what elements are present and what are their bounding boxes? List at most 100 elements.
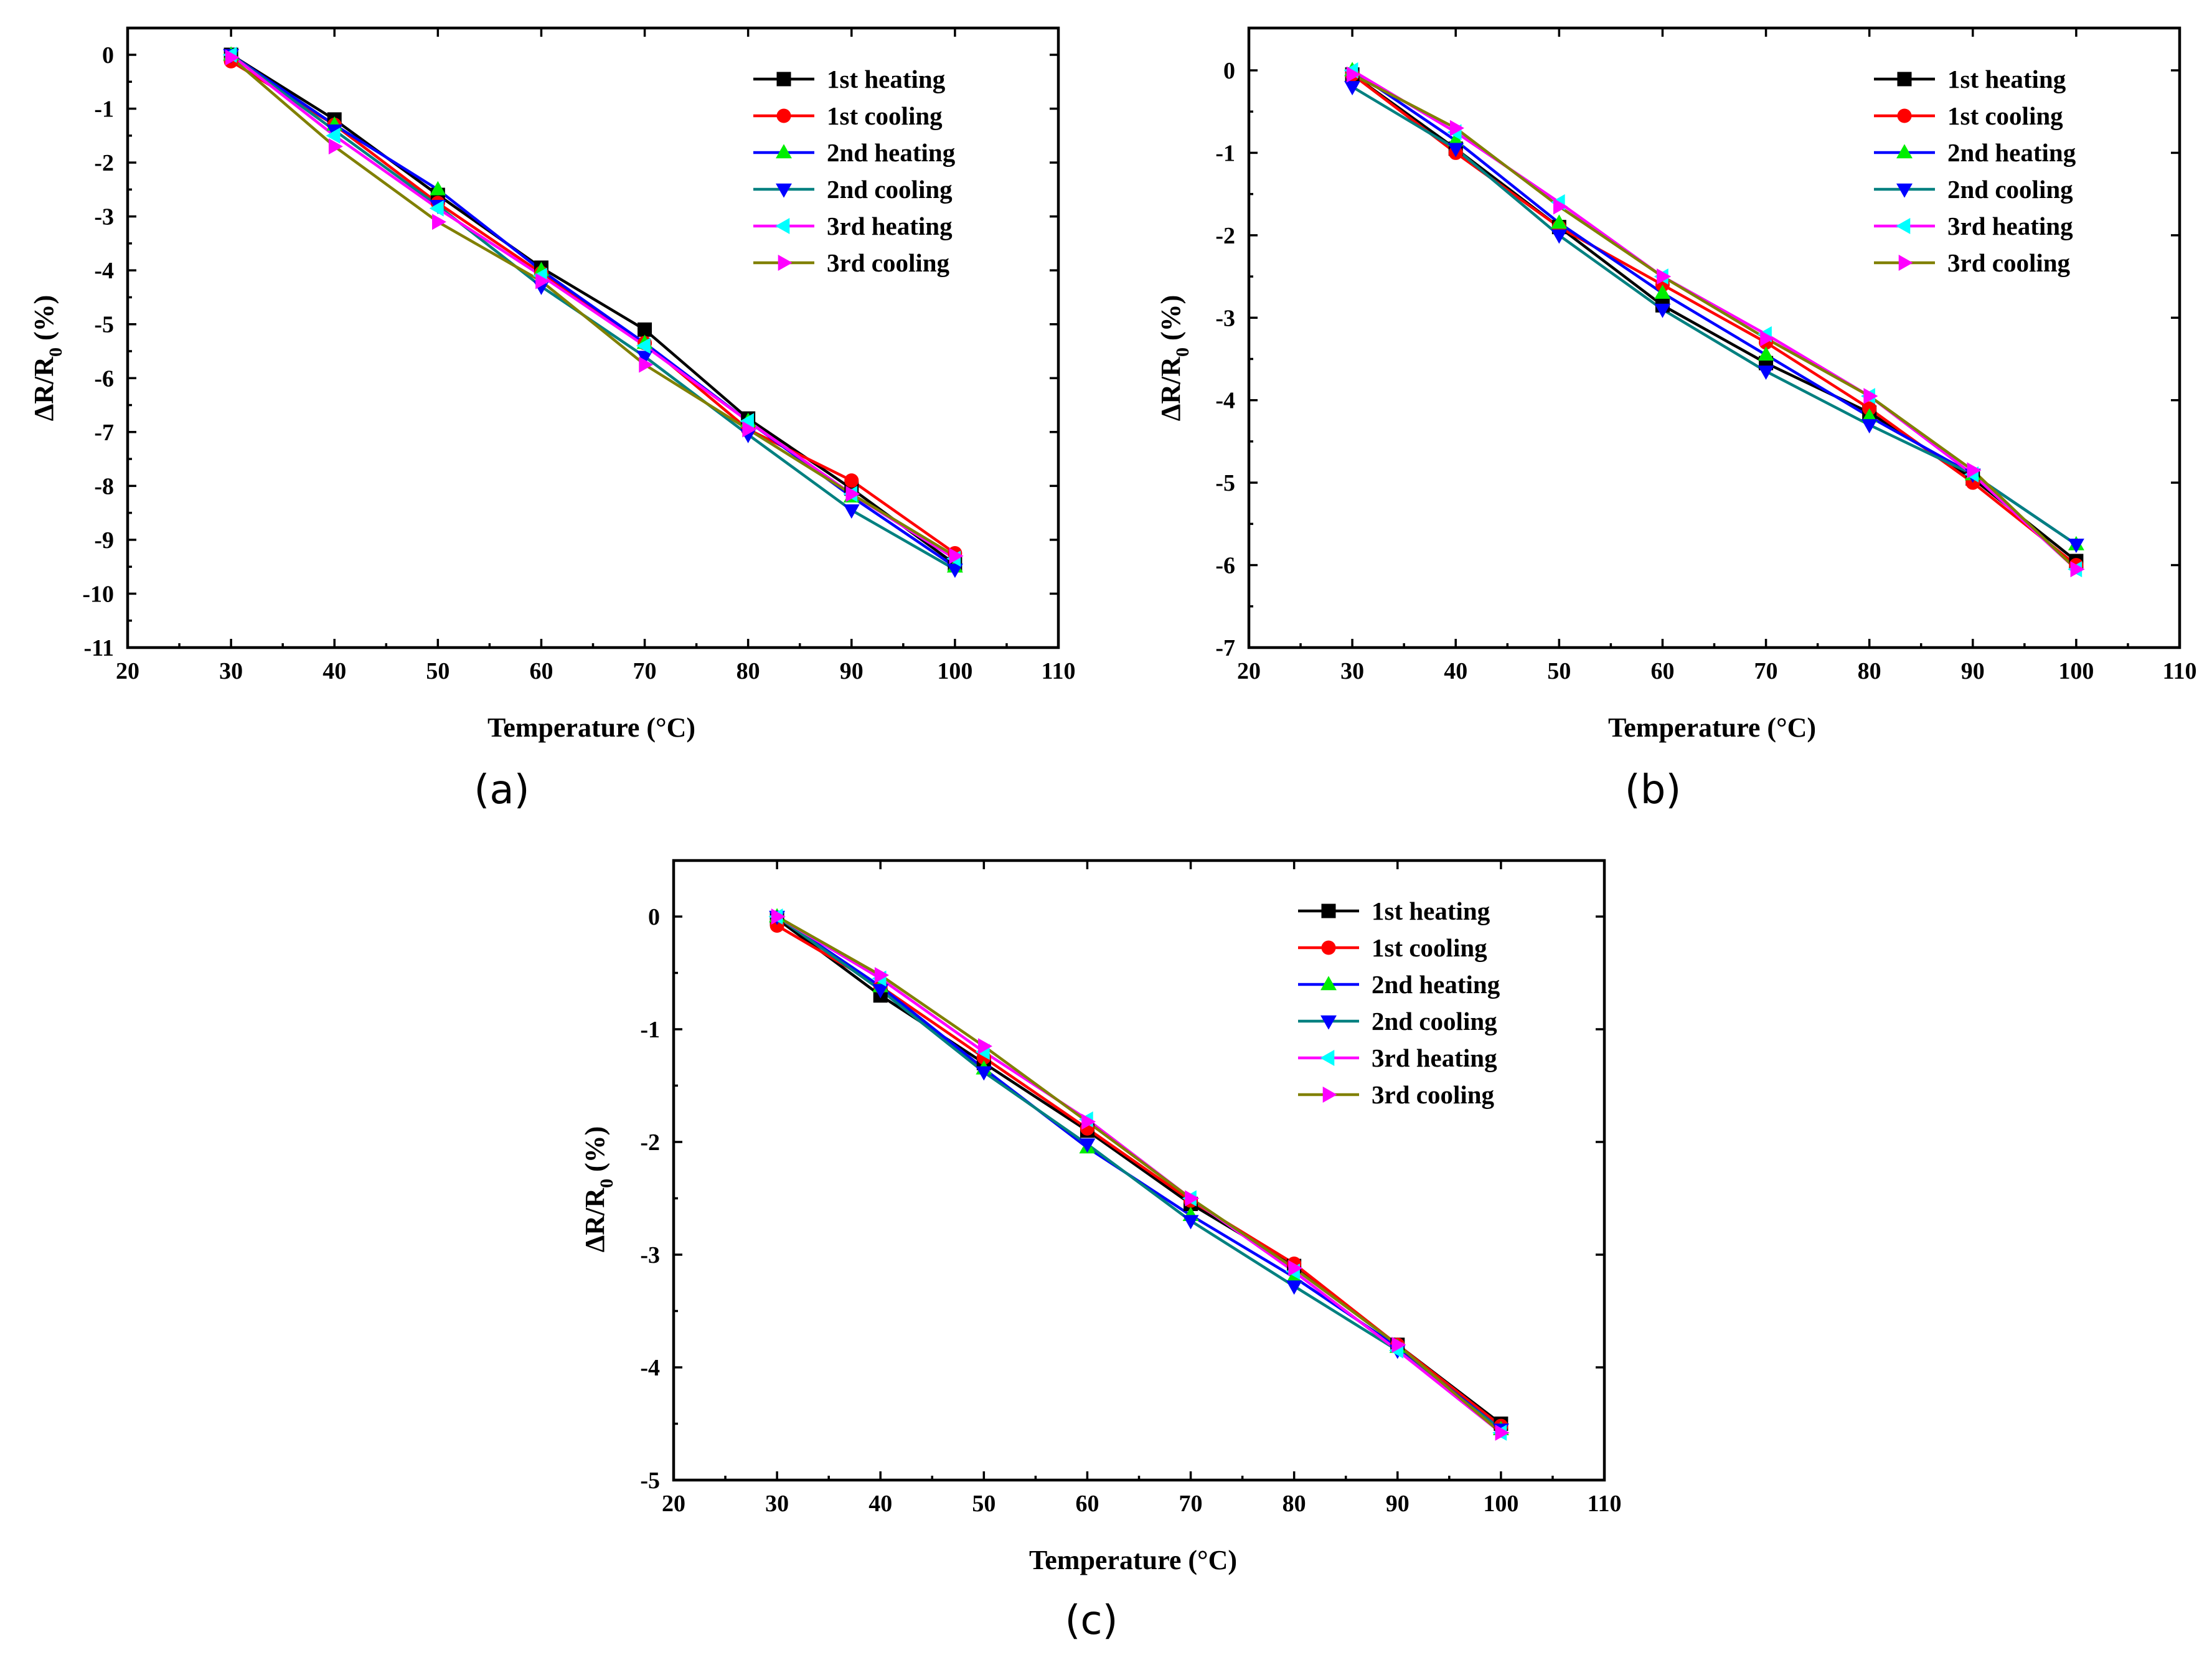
panel-3-series-4-point	[1286, 1280, 1302, 1295]
panel-2-series-6-point	[1553, 198, 1568, 215]
panel-2-y-tick-label: -3	[1215, 305, 1235, 331]
panel-1-series-5-point	[429, 200, 444, 217]
panel-3-x-tick-label: 50	[972, 1491, 995, 1517]
panel-1-y-tick-label: -4	[94, 258, 114, 284]
panel-1-legend-label-1: 1st heating	[827, 65, 946, 93]
panel-1-x-tick-label: 100	[937, 658, 972, 684]
panel-2-series-4-point	[1344, 81, 1361, 96]
panel-1-legend-marker-4	[776, 183, 792, 198]
panel-2-series-group	[1344, 62, 2085, 578]
panel-2-legend-label-5: 3rd heating	[1947, 212, 2073, 240]
panel-1-series-3-point	[430, 181, 446, 196]
panel-2-series-4-point	[1861, 419, 1878, 434]
panel-1: 20 30 40 50 60 70 80 90 100 110 0 -1 -2 -3 -4 -5 -6 -7 -8 -…	[29, 26, 1075, 813]
panel-3-series-6-point	[1288, 1260, 1303, 1276]
panel-1-series-5-point	[326, 127, 341, 144]
panel-2-series-4-point	[2068, 539, 2084, 554]
panel-3-series-6-point	[1391, 1336, 1406, 1353]
panel-1-y-tick-label: -1	[94, 97, 114, 123]
panel-1-y-axis-title: ΔR/R0 (%)	[29, 295, 66, 422]
panel-1-x-tick-label: 20	[116, 658, 139, 684]
panel-2-series-4-point	[1758, 366, 1774, 380]
panel-3-x-tick-label: 100	[1483, 1491, 1518, 1517]
panel-3-y-tick-label: -4	[640, 1355, 660, 1381]
panel-1-series-line-1	[230, 54, 956, 565]
panel-1-series-5-point	[636, 337, 651, 354]
panel-3-legend-marker-1	[1321, 903, 1336, 918]
panel-1-frame	[126, 26, 1060, 649]
panel-1-panel-label: (a)	[474, 767, 529, 813]
panel-1-series-6-point	[328, 138, 343, 155]
panel-2-x-tick-label: 50	[1547, 658, 1571, 684]
panel-2-legend-label-3: 2nd heating	[1947, 138, 2076, 167]
panel-3-legend-label-5: 3rd heating	[1372, 1044, 1497, 1072]
panel-1-series-6-point	[742, 421, 757, 438]
panel-3-x-tick-label: 20	[662, 1491, 685, 1517]
panel-1-series-4-point	[843, 504, 860, 519]
panel-2-y-axis-title: ΔR/R0 (%)	[1155, 295, 1193, 422]
panel-3-series-6-point	[978, 1038, 992, 1055]
panel-2-x-axis-title: Temperature (°C)	[1608, 712, 1816, 743]
panel-3-legend-marker-6	[1322, 1087, 1337, 1103]
panel-2-series-line-5	[1351, 69, 2078, 570]
panel-1-legend-label-4: 2nd cooling	[827, 175, 953, 204]
panel-2-series-line-2	[1351, 73, 2078, 567]
panel-3-x-tick-label: 80	[1282, 1491, 1306, 1517]
panel-1-x-tick-label: 70	[633, 658, 657, 684]
panel-1-series-6-point	[845, 486, 860, 502]
panel-2-series-3-point	[1551, 214, 1568, 229]
panel-2-panel-label: (b)	[1625, 767, 1682, 813]
panel-3-legend-label-1: 1st heating	[1372, 897, 1490, 925]
panel-1-x-tick-label: 50	[426, 658, 449, 684]
panel-2-legend-label-6: 3rd cooling	[1947, 248, 2071, 277]
panel-2-plot-area	[1249, 28, 2180, 648]
panel-3-series-4-point	[1182, 1215, 1199, 1230]
panel-2-y-axis-title-unit: (%)	[1155, 295, 1186, 347]
panel-2-legend-label-1: 1st heating	[1947, 65, 2066, 93]
panel-1-y-tick-label: 0	[102, 42, 114, 68]
panel-2-legend-marker-3	[1896, 144, 1913, 159]
panel-1-y-tick-label: -3	[94, 204, 114, 230]
panel-2-series-6-point	[1449, 120, 1464, 136]
panel-2-legend-label-2: 1st cooling	[1947, 101, 2063, 130]
panel-3-plot-area	[674, 861, 1604, 1480]
panel-3-legend-marker-3	[1320, 976, 1337, 991]
panel-1-series-6-point	[949, 547, 964, 564]
panel-1-legend: 1st heating 1st cooling 2nd heating 2nd coo…	[753, 65, 956, 277]
panel-1-series-6-point	[432, 214, 447, 230]
panel-1-x-tick-label: 80	[737, 658, 760, 684]
panel-2-series-6-point	[1967, 462, 1982, 479]
panel-1-x-axis-title: Temperature (°C)	[487, 712, 695, 743]
panel-2-y-tick-label: -7	[1215, 635, 1235, 661]
panel-2: 20 30 40 50 60 70 80 90 100 110 0 -1 -2 -3 -4 -5 -6 -7 1st…	[1155, 26, 2196, 813]
panel-1-legend-label-3: 2nd heating	[827, 138, 956, 167]
panel-1-y-tick-label: -11	[83, 635, 114, 661]
panel-3-series-line-6	[776, 915, 1502, 1434]
panel-2-y-tick-label: -4	[1215, 388, 1235, 414]
panel-1-plot-area	[128, 28, 1058, 648]
panel-3-legend-label-2: 1st cooling	[1372, 933, 1487, 962]
panel-2-legend-marker-4	[1896, 183, 1913, 198]
panel-2-legend-marker-6	[1898, 255, 1913, 271]
panel-2-series-line-6	[1352, 73, 2078, 570]
panel-2-y-axis-title-sub: 0	[1172, 347, 1193, 357]
panel-2-x-tick-label: 30	[1340, 658, 1364, 684]
panel-2-x-tick-label: 90	[1961, 658, 1985, 684]
panel-3-legend-label-4: 2nd cooling	[1372, 1007, 1497, 1035]
panel-1-x-tick-label: 60	[529, 658, 553, 684]
panel-3-y-tick-label: 0	[648, 904, 660, 930]
panel-2-legend-marker-2	[1897, 108, 1912, 123]
panel-3-series-group	[768, 908, 1510, 1441]
panel-3-x-tick-label: 70	[1179, 1491, 1203, 1517]
panel-3-x-tick-label: 110	[1588, 1491, 1622, 1517]
panel-2-series-line-4	[1351, 85, 2078, 546]
panel-1-series-2-point	[844, 473, 859, 488]
panel-2-x-tick-label: 60	[1650, 658, 1674, 684]
panel-1-y-tick-label: -7	[94, 420, 114, 446]
panel-3-y-tick-label: -3	[640, 1242, 660, 1268]
panel-3-frame	[672, 859, 1606, 1482]
panel-3-x-tick-label: 60	[1075, 1491, 1099, 1517]
panel-1-y-axis-title-text: ΔR/R0 (%)	[29, 295, 66, 422]
panel-2-legend-marker-1	[1897, 72, 1912, 87]
panel-1-legend-marker-3	[776, 144, 792, 159]
